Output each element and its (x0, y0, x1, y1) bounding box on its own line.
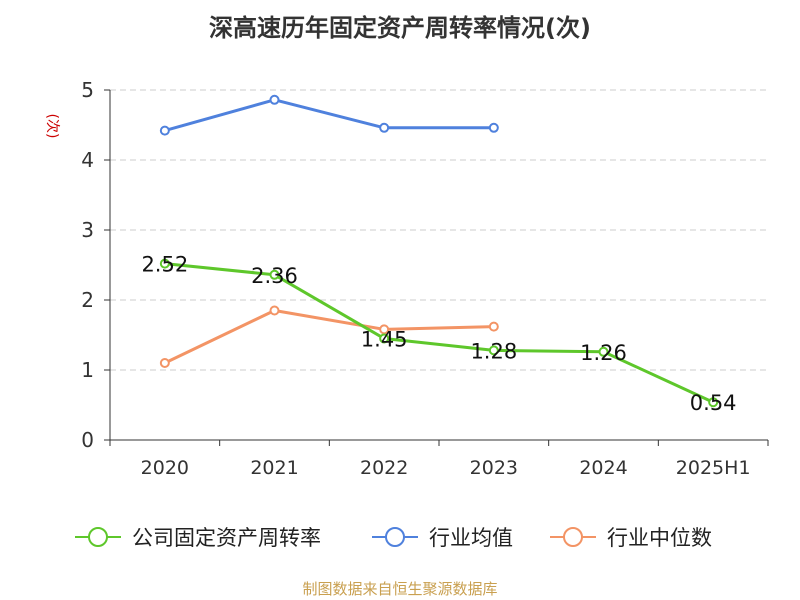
y-tick-label: 3 (81, 218, 94, 242)
legend: 公司固定资产周转率 行业均值 行业中位数 (75, 526, 712, 550)
data-point (269, 305, 280, 316)
legend-marker (88, 527, 108, 547)
y-axis-label: (次) (44, 114, 60, 139)
data-point (159, 125, 170, 136)
y-tick-label: 0 (81, 428, 94, 452)
y-tick-label: 4 (81, 148, 94, 172)
source-note: 制图数据来自恒生聚源数据库 (302, 580, 498, 598)
series-line (164, 262, 714, 404)
data-point (159, 358, 170, 368)
x-tick-label: 2025H1 (676, 457, 751, 479)
chart-title: 深高速历年固定资产周转率情况(次) (209, 14, 591, 42)
x-tick-label: 2023 (470, 457, 518, 479)
series-line (164, 309, 494, 365)
legend-label: 公司固定资产周转率 (132, 526, 321, 550)
legend-label: 行业中位数 (607, 526, 712, 550)
y-tick-label: 2 (81, 288, 94, 312)
data-point (488, 345, 499, 356)
legend-item: 行业中位数 (550, 526, 712, 550)
y-tick-label: 5 (81, 78, 94, 102)
legend-item: 行业均值 (372, 526, 513, 550)
data-point (269, 94, 280, 105)
data-label: 2.36 (251, 264, 298, 288)
data-point (379, 122, 390, 133)
data-label: 1.26 (580, 341, 627, 365)
data-point (598, 346, 609, 357)
legend-label: 行业均值 (429, 526, 513, 550)
legend-marker (563, 527, 583, 547)
data-point (488, 122, 499, 133)
data-point (269, 269, 280, 280)
series-lines (159, 94, 719, 408)
legend-item: 公司固定资产周转率 (75, 526, 321, 550)
x-tick-label: 2024 (579, 457, 627, 479)
series-line (164, 98, 494, 133)
axes: 0 1 2 3 4 5 2020 2021 2022 2023 2024 2025H1 (81, 78, 769, 479)
data-labels: 2.52 2.36 1.45 1.28 1.26 0.54 (141, 253, 736, 416)
data-label: 2.52 (141, 253, 188, 277)
data-label: 1.28 (470, 339, 517, 363)
data-label: 1.45 (361, 328, 408, 352)
x-tick-label: 2020 (141, 457, 189, 479)
legend-marker (385, 527, 405, 547)
data-point (379, 333, 390, 344)
data-label: 0.54 (690, 391, 737, 415)
data-point (708, 397, 719, 408)
data-point (159, 258, 170, 269)
x-tick-label: 2021 (250, 457, 298, 479)
data-point (488, 321, 499, 332)
y-tick-label: 1 (81, 358, 94, 382)
data-point (379, 324, 390, 335)
x-tick-label: 2022 (360, 457, 408, 479)
